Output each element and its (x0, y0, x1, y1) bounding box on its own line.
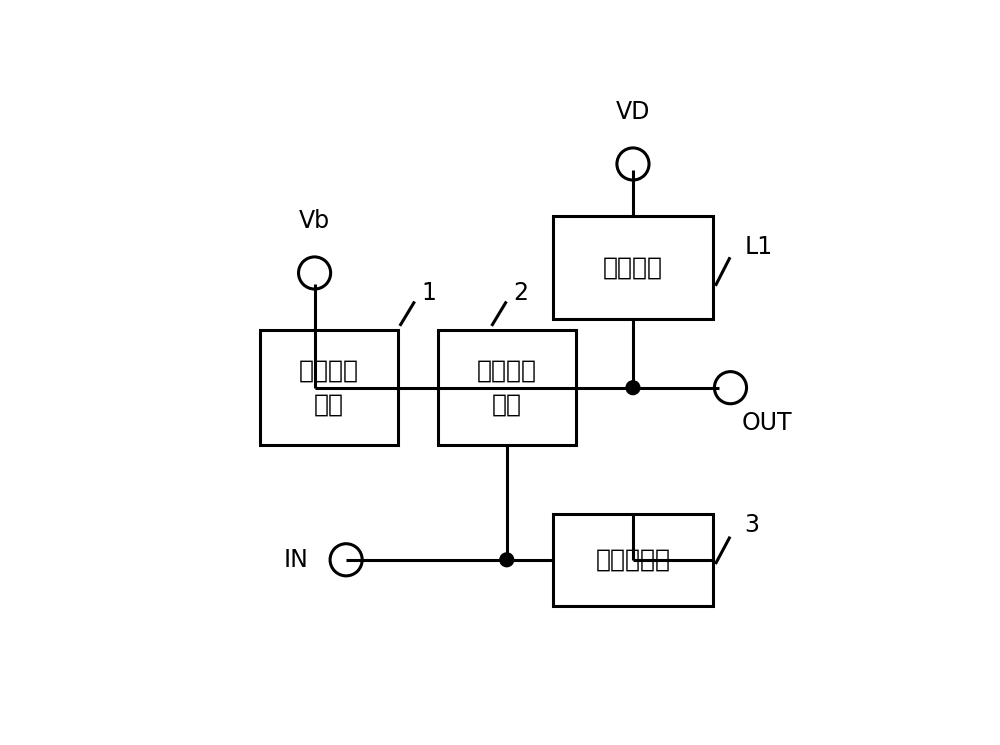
Text: 负载电感: 负载电感 (603, 256, 663, 279)
Text: 1: 1 (422, 281, 437, 305)
Text: 3: 3 (744, 513, 759, 537)
Text: VD: VD (616, 100, 650, 124)
Bar (438, 330, 576, 445)
Circle shape (500, 553, 514, 567)
Circle shape (626, 381, 640, 395)
Text: 放大器模块: 放大器模块 (595, 548, 670, 572)
Bar (260, 330, 398, 445)
Text: L1: L1 (744, 235, 772, 259)
Text: IN: IN (284, 548, 309, 572)
Text: OUT: OUT (742, 410, 793, 434)
Text: 2: 2 (514, 281, 529, 305)
Bar (553, 514, 713, 606)
Text: 偏置电路
模块: 偏置电路 模块 (299, 359, 359, 416)
Text: Vb: Vb (299, 209, 330, 232)
Bar (553, 215, 713, 319)
Text: 反馈电路
模块: 反馈电路 模块 (477, 359, 537, 416)
